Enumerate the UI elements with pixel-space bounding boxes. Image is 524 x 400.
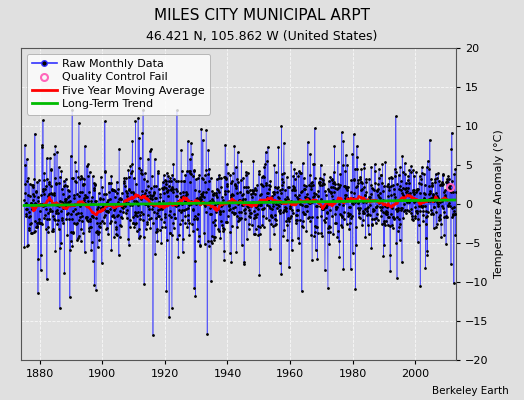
Text: MILES CITY MUNICIPAL ARPT: MILES CITY MUNICIPAL ARPT <box>154 8 370 23</box>
Y-axis label: Temperature Anomaly (°C): Temperature Anomaly (°C) <box>494 130 504 278</box>
Text: Berkeley Earth: Berkeley Earth <box>432 386 508 396</box>
Legend: Raw Monthly Data, Quality Control Fail, Five Year Moving Average, Long-Term Tren: Raw Monthly Data, Quality Control Fail, … <box>27 54 210 115</box>
Text: 46.421 N, 105.862 W (United States): 46.421 N, 105.862 W (United States) <box>146 30 378 43</box>
